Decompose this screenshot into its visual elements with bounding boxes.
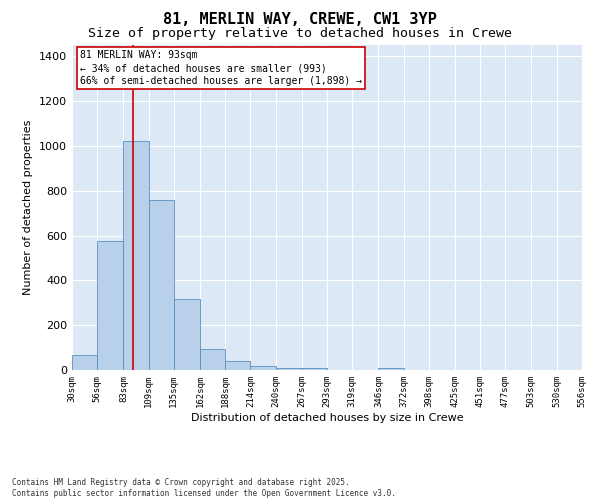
Text: Contains HM Land Registry data © Crown copyright and database right 2025.
Contai: Contains HM Land Registry data © Crown c… <box>12 478 396 498</box>
Bar <box>72 356 97 370</box>
Text: 81 MERLIN WAY: 93sqm
← 34% of detached houses are smaller (993)
66% of semi-deta: 81 MERLIN WAY: 93sqm ← 34% of detached h… <box>80 50 362 86</box>
Bar <box>250 366 275 370</box>
Bar <box>124 142 149 370</box>
Y-axis label: Number of detached properties: Number of detached properties <box>23 120 34 295</box>
Text: 81, MERLIN WAY, CREWE, CW1 3YP: 81, MERLIN WAY, CREWE, CW1 3YP <box>163 12 437 28</box>
Bar <box>200 348 225 370</box>
Bar <box>302 368 327 370</box>
Bar <box>225 361 250 370</box>
X-axis label: Distribution of detached houses by size in Crewe: Distribution of detached houses by size … <box>191 412 463 422</box>
Text: Size of property relative to detached houses in Crewe: Size of property relative to detached ho… <box>88 28 512 40</box>
Bar <box>149 200 174 370</box>
Bar <box>275 368 302 370</box>
Bar <box>379 368 404 370</box>
Bar <box>174 300 200 370</box>
Bar <box>97 241 124 370</box>
